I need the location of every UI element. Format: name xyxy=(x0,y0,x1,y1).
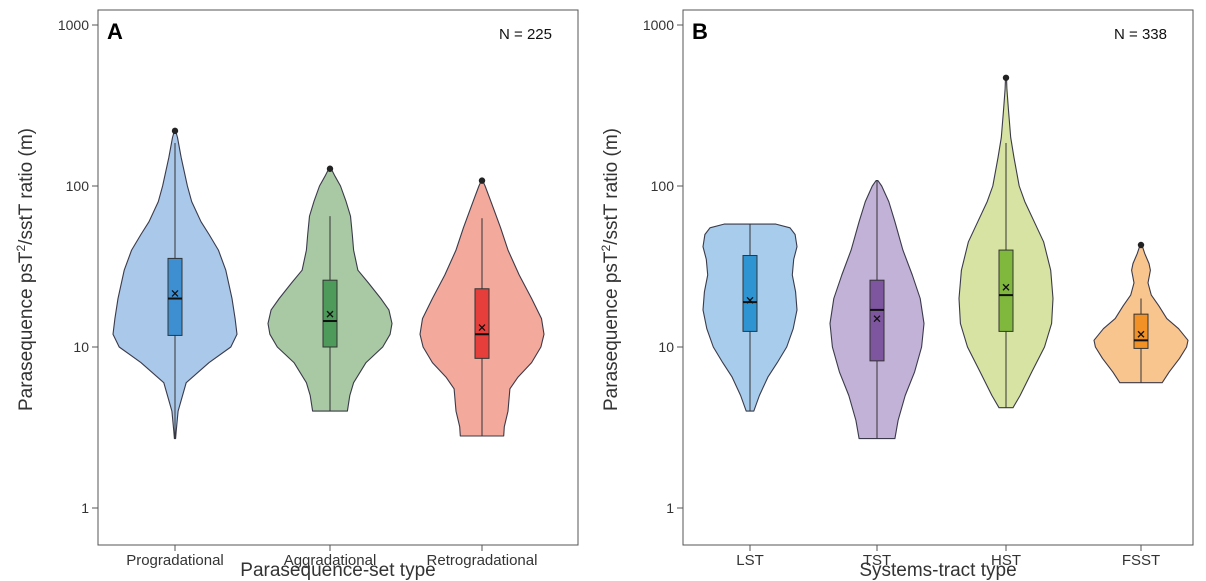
mean-marker xyxy=(746,296,754,304)
x-tick-label: Retrogradational xyxy=(427,552,538,569)
violin-tst: TST xyxy=(829,180,925,569)
y-tick-label: 10 xyxy=(73,339,89,355)
y-tick-label: 1000 xyxy=(643,17,674,33)
outlier-point xyxy=(478,177,486,184)
y-tick-label: 1 xyxy=(81,500,89,516)
mean-marker xyxy=(478,324,486,332)
violin-aggradational: Aggradational xyxy=(267,165,393,569)
y-tick-label: 1000 xyxy=(58,17,89,33)
plot-frame xyxy=(682,9,1194,546)
x-tick-label: Progradational xyxy=(126,552,224,569)
violin-lst: LST xyxy=(702,223,798,569)
x-tick-label: LST xyxy=(736,552,764,569)
mean-marker xyxy=(873,315,881,323)
y-axis-label: Parasequence psT2/sstT ratio (m) xyxy=(599,128,622,411)
outlier-point xyxy=(326,165,334,172)
iqr-box xyxy=(742,255,758,332)
x-tick-label: TST xyxy=(863,552,891,569)
violin-fsst: FSST xyxy=(1093,241,1189,569)
outlier-point xyxy=(171,127,179,135)
violin-hst: HST xyxy=(958,74,1054,569)
y-tick-label: 10 xyxy=(658,339,674,355)
outlier-point xyxy=(1002,74,1010,81)
x-axis-label: Parasequence-set type xyxy=(240,560,435,581)
panel-letter: B xyxy=(692,19,708,44)
mean-marker xyxy=(1137,330,1145,338)
violin-retrogradational: Retrogradational xyxy=(419,177,545,569)
y-axis-label: Parasequence psT2/sstT ratio (m) xyxy=(14,128,37,411)
mean-marker xyxy=(1002,283,1010,291)
x-tick-label: Aggradational xyxy=(284,552,377,569)
mean-marker xyxy=(326,310,334,318)
iqr-box xyxy=(998,249,1014,332)
y-tick-label: 1 xyxy=(666,500,674,516)
outlier-point xyxy=(1137,241,1145,249)
panel-letter: A xyxy=(107,19,123,44)
sample-size-label: N = 338 xyxy=(1114,26,1167,43)
mean-marker xyxy=(171,290,179,297)
panel-a: 1 10 100 1000 Parasequence psT2/sstT ratio (… xyxy=(14,9,579,581)
x-tick-label: FSST xyxy=(1122,552,1160,569)
plot-frame xyxy=(97,9,579,546)
y-tick-label: 100 xyxy=(651,178,675,194)
iqr-box xyxy=(869,279,885,362)
x-axis-label: Systems-tract type xyxy=(859,560,1016,581)
sample-size-label: N = 225 xyxy=(499,26,552,43)
violin-progradational: Progradational xyxy=(112,127,238,569)
iqr-box xyxy=(167,257,183,336)
y-tick-label: 100 xyxy=(66,178,90,194)
panel-b: 1 10 100 1000 Parasequence psT2/sstT ratio (… xyxy=(599,9,1194,581)
iqr-box xyxy=(474,288,490,359)
iqr-box xyxy=(1133,313,1149,349)
x-tick-label: HST xyxy=(991,552,1021,569)
